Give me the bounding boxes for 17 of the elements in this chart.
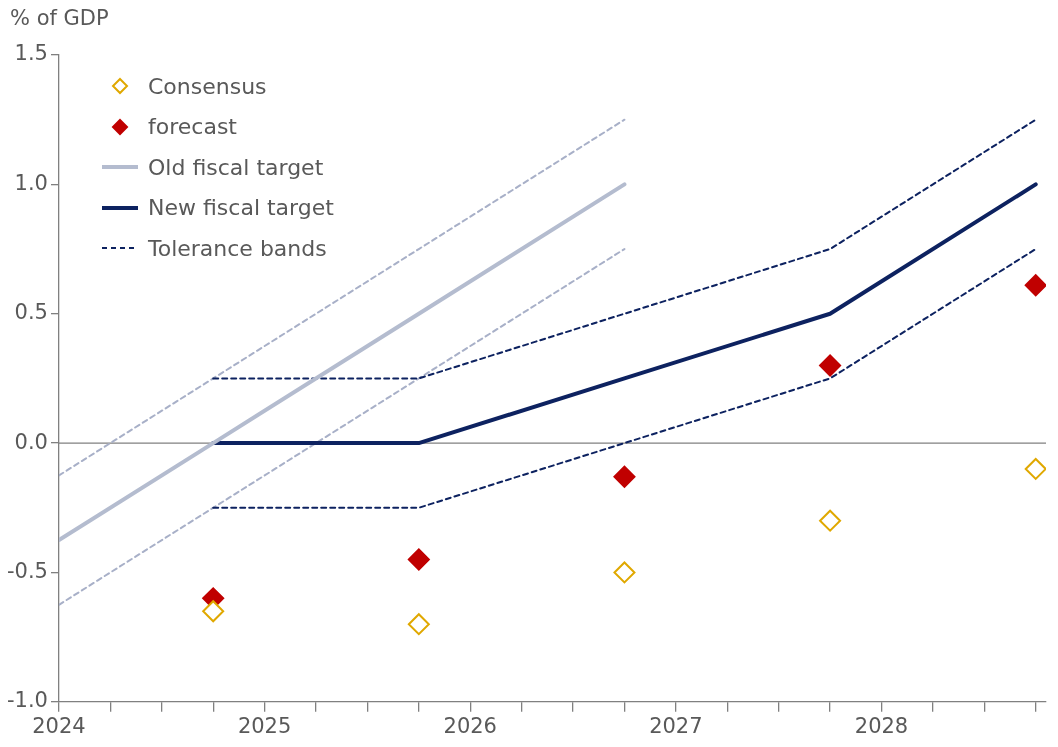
y-tick-label: 0.0 bbox=[14, 429, 48, 454]
legend-label: New fiscal target bbox=[148, 195, 334, 221]
legend-label: Consensus bbox=[148, 73, 267, 99]
x-tick-label: 2028 bbox=[854, 713, 909, 738]
legend-label: forecast bbox=[148, 114, 237, 140]
y-tick-label: 1.5 bbox=[14, 41, 48, 66]
y-tick-label: -0.5 bbox=[6, 558, 48, 583]
y-tick-label: 0.5 bbox=[14, 300, 48, 325]
y-tick-label: -1.0 bbox=[6, 688, 48, 713]
x-tick-label: 2026 bbox=[443, 713, 497, 738]
y-tick-label: 1.0 bbox=[14, 170, 48, 195]
legend-label: Tolerance bands bbox=[148, 235, 327, 261]
x-tick-label: 2027 bbox=[649, 713, 703, 738]
x-tick-label: 2024 bbox=[32, 713, 86, 738]
y-axis-title: % of GDP bbox=[10, 6, 109, 30]
x-tick-label: 2025 bbox=[237, 713, 292, 738]
legend-label: Old fiscal target bbox=[148, 154, 324, 180]
